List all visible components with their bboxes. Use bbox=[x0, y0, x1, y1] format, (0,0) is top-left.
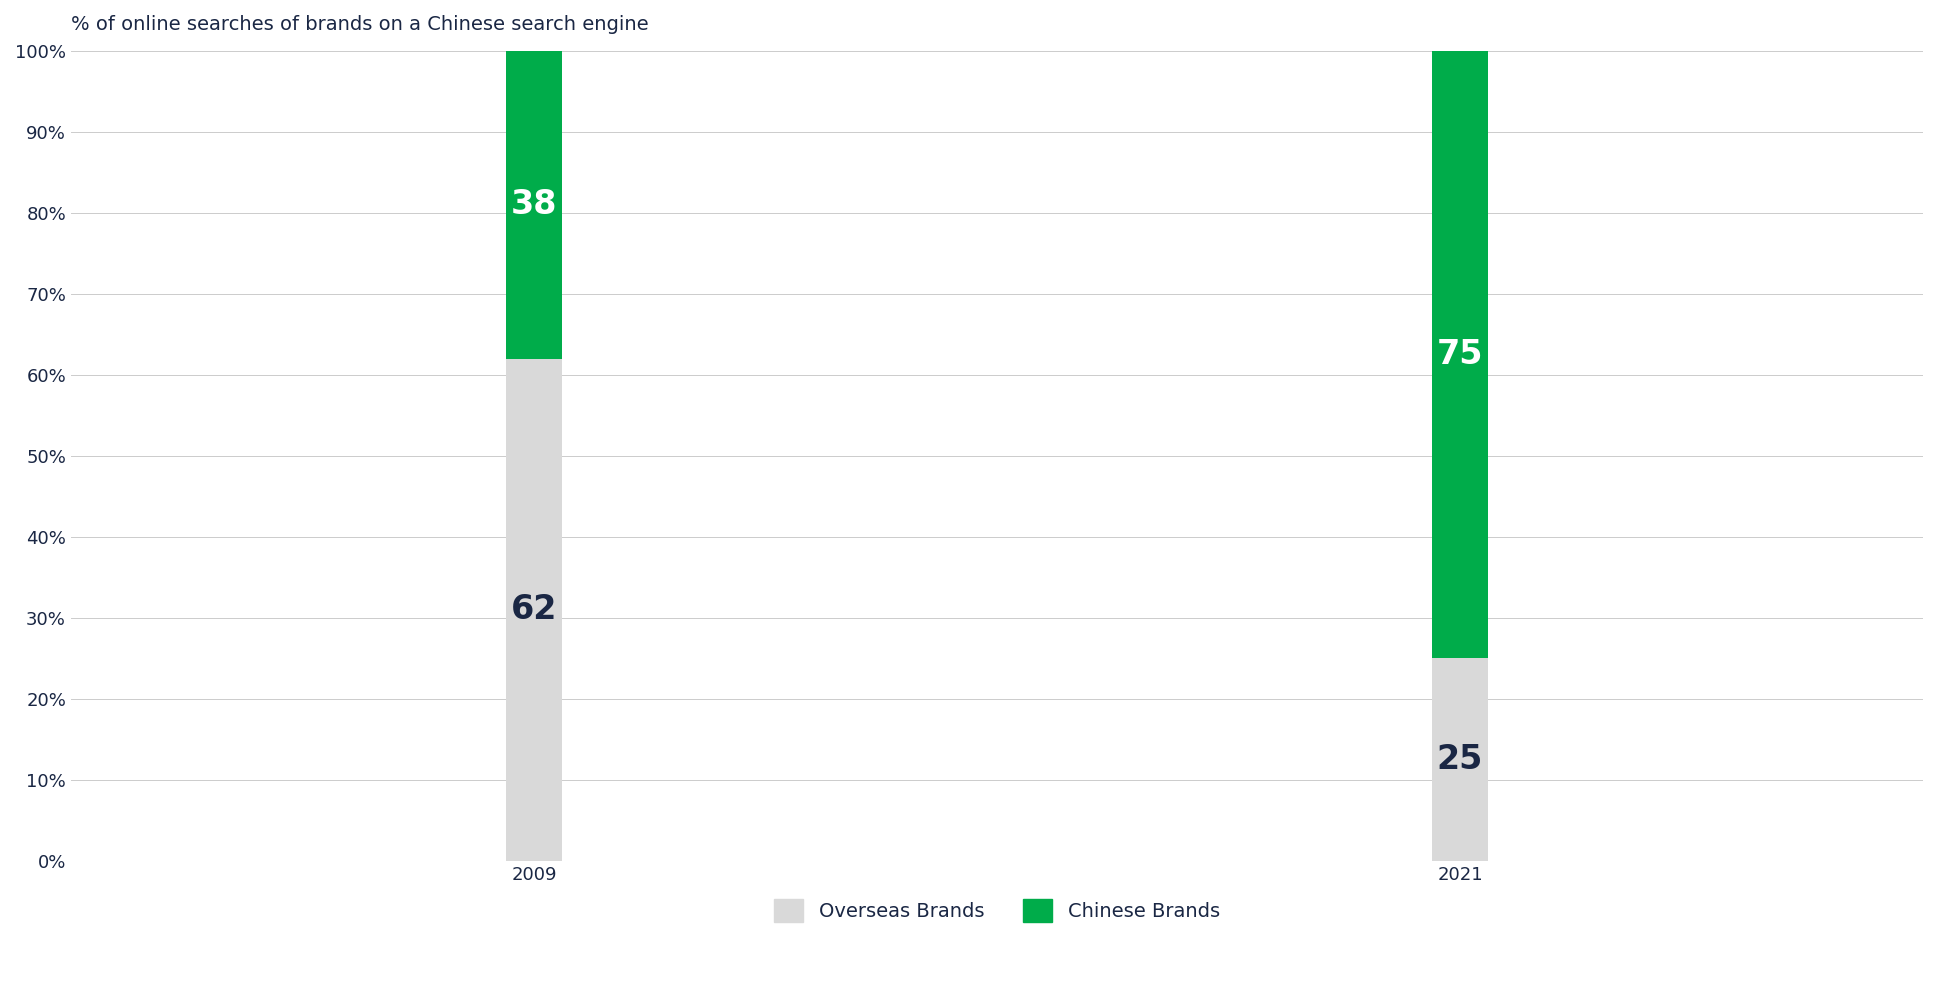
Text: % of online searches of brands on a Chinese search engine: % of online searches of brands on a Chin… bbox=[72, 15, 649, 34]
Text: 25: 25 bbox=[1436, 743, 1483, 776]
Bar bbox=[1432, 51, 1488, 659]
Legend: Overseas Brands, Chinese Brands: Overseas Brands, Chinese Brands bbox=[764, 889, 1229, 932]
Bar bbox=[506, 51, 562, 358]
Bar bbox=[506, 358, 562, 861]
Text: 38: 38 bbox=[510, 188, 556, 221]
Text: 62: 62 bbox=[512, 593, 556, 626]
Text: 75: 75 bbox=[1436, 338, 1483, 371]
Bar bbox=[1432, 659, 1488, 861]
